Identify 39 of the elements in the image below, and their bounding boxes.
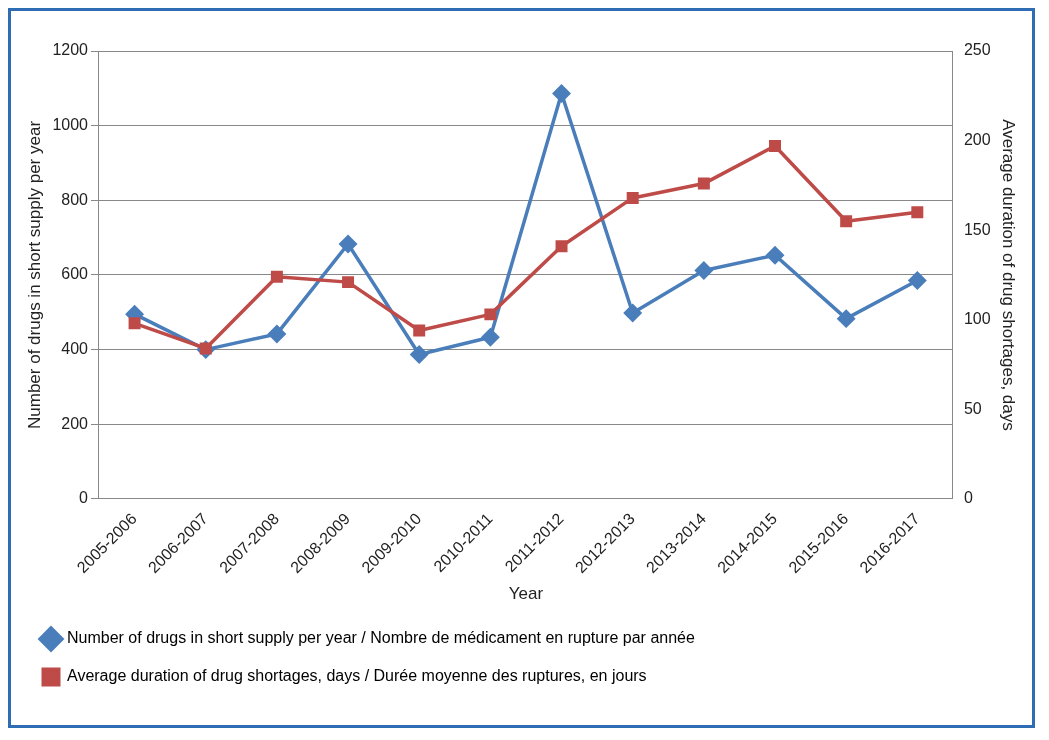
point [481,328,500,347]
legend-label: Number of drugs in short supply per year / Nombre de médicament en rupture par année [67,629,695,647]
point [623,304,642,322]
legend-label: Average duration of drug shortages, days / Durée moyenne des ruptures, en jours [67,667,647,685]
point [484,308,497,321]
point [911,206,924,219]
point [413,324,426,337]
y-tick-label: 200 [61,414,89,432]
y-tick-label: 0 [79,489,89,507]
point [339,235,357,253]
point [697,177,710,190]
y2-tick-label: 100 [963,310,991,328]
x-axis-title: Year [508,584,544,604]
point [766,246,784,264]
y2-tick-label: 250 [963,41,991,59]
y-axis-title: Number of drugs in short supply per year [24,120,44,429]
point [552,84,571,103]
point [769,139,781,152]
point [270,270,283,283]
point [342,276,355,289]
point [837,309,855,328]
y-tick-label: 1000 [52,116,89,134]
point [695,261,713,280]
y2-tick-label: 150 [963,220,991,238]
y-tick-label: 600 [61,265,89,283]
y-tick-label: 800 [61,190,89,208]
y2-axis-title: Average duration of drug shortages, days [999,119,1019,431]
y-tick-label: 1200 [52,41,89,59]
point [626,191,639,204]
point [908,271,927,290]
y-tick-label: 400 [61,340,89,358]
point [268,325,286,343]
point [555,240,568,253]
y2-tick-label: 50 [963,399,982,417]
point [410,345,428,364]
y2-tick-label: 0 [963,489,973,507]
y2-tick-label: 200 [963,130,991,148]
point [840,215,853,228]
point [128,317,141,330]
